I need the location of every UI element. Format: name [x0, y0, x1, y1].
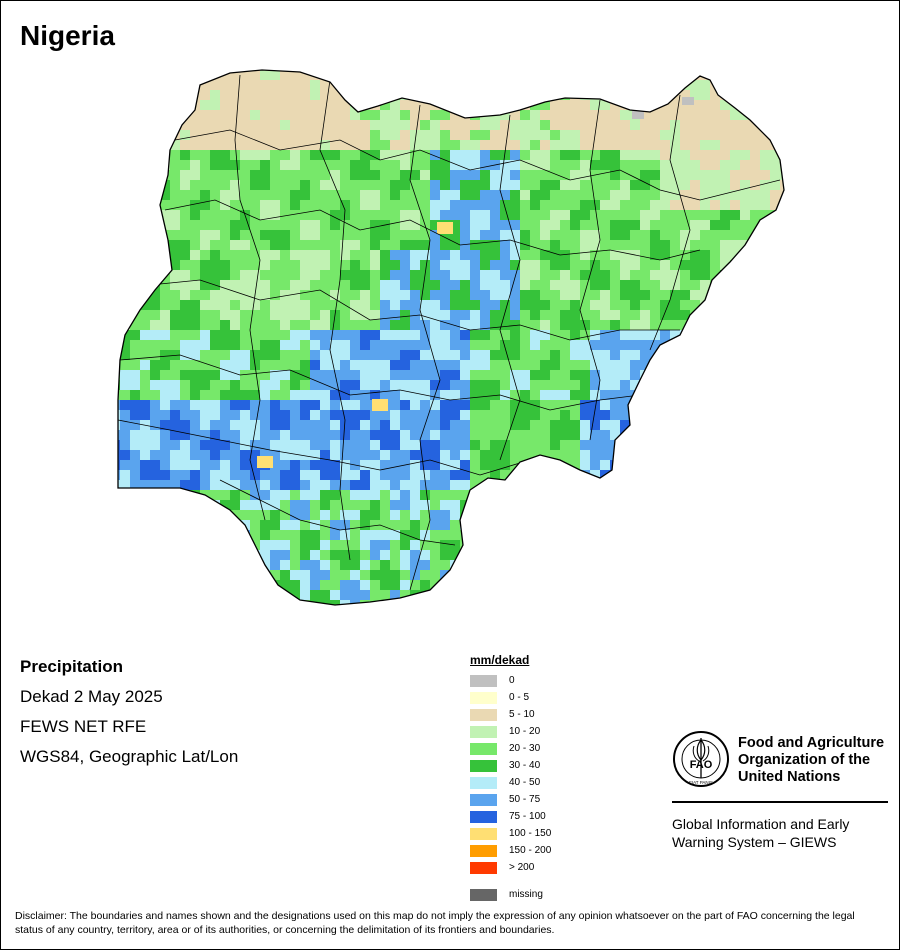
giews-label: Global Information and Early Warning Sys…: [672, 816, 850, 850]
legend-item: 30 - 40: [470, 757, 551, 774]
map-title: Nigeria: [20, 20, 115, 51]
legend-label: 100 - 150: [509, 828, 552, 839]
legend-label: 10 - 20: [509, 726, 541, 737]
disclaimer-text: Disclaimer: The boundaries and names sho…: [15, 910, 855, 936]
legend-swatch: [470, 861, 497, 874]
rainfall-raster: [118, 70, 784, 605]
legend-item: 50 - 75: [470, 791, 551, 808]
legend-item-missing: missing: [470, 886, 551, 903]
legend-swatch: [470, 691, 497, 704]
legend-label-missing: missing: [509, 889, 543, 900]
legend-item: 10 - 20: [470, 723, 551, 740]
legend-label: 150 - 200: [509, 845, 552, 856]
legend: mm/dekad 0 0 - 5 5 - 10 10 - 20 20 - 30 30 - …: [470, 653, 551, 903]
fao-logo-text: FAO: [690, 759, 713, 771]
divider: [672, 801, 888, 803]
legend-item: 20 - 30: [470, 740, 551, 757]
period-label: Dekad 2 May 2025: [20, 687, 163, 706]
legend-item: 40 - 50: [470, 774, 551, 791]
source-label: FEWS NET RFE: [20, 717, 147, 736]
legend-swatch-missing: [470, 888, 497, 901]
legend-label: 0 - 5: [509, 692, 530, 703]
legend-items: 0 0 - 5 5 - 10 10 - 20 20 - 30 30 - 40 40 - 50…: [470, 672, 551, 876]
legend-swatch: [470, 776, 497, 789]
organization-name: Food and Agriculture Organization of the…: [738, 735, 885, 785]
legend-label: 50 - 75: [509, 794, 541, 805]
legend-swatch: [470, 759, 497, 772]
legend-swatch: [470, 793, 497, 806]
legend-item: 150 - 200: [470, 842, 551, 859]
legend-item: 0: [470, 672, 551, 689]
legend-swatch: [470, 674, 497, 687]
precipitation-map: [117, 69, 785, 606]
legend-label: 5 - 10: [509, 709, 535, 720]
legend-item: 0 - 5: [470, 689, 551, 706]
legend-item: 75 - 100: [470, 808, 551, 825]
legend-label: 0: [509, 675, 515, 686]
legend-item: > 200: [470, 859, 551, 876]
legend-swatch: [470, 708, 497, 721]
legend-swatch: [470, 844, 497, 857]
legend-swatch: [470, 742, 497, 755]
legend-item: 5 - 10: [470, 706, 551, 723]
legend-label: 40 - 50: [509, 777, 541, 788]
legend-swatch: [470, 827, 497, 840]
legend-label: 20 - 30: [509, 743, 541, 754]
legend-swatch: [470, 725, 497, 738]
state-boundaries: [118, 74, 781, 591]
fao-logo-motto: FIAT PANIS: [689, 780, 713, 785]
legend-item: 100 - 150: [470, 825, 551, 842]
legend-label: > 200: [509, 862, 535, 873]
projection-label: WGS84, Geographic Lat/Lon: [20, 747, 239, 766]
country-outline: [117, 69, 785, 606]
legend-label: 75 - 100: [509, 811, 546, 822]
legend-title: mm/dekad: [470, 653, 530, 667]
legend-label: 30 - 40: [509, 760, 541, 771]
variable-label: Precipitation: [20, 657, 123, 676]
legend-swatch: [470, 810, 497, 823]
fao-logo-icon: FAO FIAT PANIS: [673, 731, 729, 787]
